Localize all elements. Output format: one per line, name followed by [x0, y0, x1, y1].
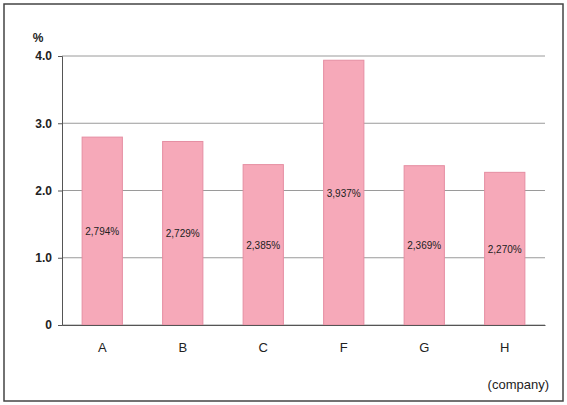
x-tick-label: G — [419, 340, 429, 355]
plot: 0 1.0 2.0 3.0 4.0 A B C F G H 2,794% 2,729% 2,385% 3,9… — [35, 49, 545, 355]
y-tick-label: 3.0 — [35, 117, 52, 131]
y-tick-label: 4.0 — [35, 49, 52, 63]
y-tick: 2.0 — [35, 184, 62, 198]
y-tick-mark — [58, 123, 62, 124]
x-tick: A — [98, 325, 107, 355]
data-label: 2,369% — [407, 240, 441, 251]
bar — [324, 60, 364, 325]
data-label: 2,270% — [488, 244, 522, 255]
y-tick-mark — [58, 56, 62, 57]
y-tick: 1.0 — [35, 251, 62, 265]
data-label: 2,729% — [166, 228, 200, 239]
x-tick: H — [500, 325, 509, 355]
grid-line — [62, 257, 545, 258]
bar — [163, 141, 203, 325]
x-axis-line — [63, 325, 546, 326]
y-tick-mark — [58, 191, 62, 192]
bar — [485, 172, 525, 325]
y-axis: 0 1.0 2.0 3.0 4.0 — [35, 49, 62, 332]
bars — [82, 60, 525, 325]
grid-line — [62, 123, 545, 124]
x-tick-label: H — [500, 340, 509, 355]
y-tick-label: 0 — [45, 318, 52, 332]
y-tick: 4.0 — [35, 49, 62, 63]
x-tick: F — [340, 325, 348, 355]
y-tick-mark — [58, 258, 62, 259]
data-label: 3,937% — [327, 188, 361, 199]
x-tick: G — [419, 325, 429, 355]
x-axis: ABCFGH — [63, 325, 546, 355]
x-tick: B — [178, 325, 187, 355]
frame — [4, 4, 563, 401]
y-tick-mark — [58, 325, 62, 326]
grid-line — [62, 190, 545, 191]
grid-line — [62, 56, 545, 57]
x-axis-title: (company) — [488, 377, 549, 392]
data-label: 2,385% — [246, 240, 280, 251]
y-tick-label: 2.0 — [35, 184, 52, 198]
y-axis-title: % — [33, 31, 44, 45]
x-tick: C — [259, 325, 268, 355]
y-tick: 3.0 — [35, 117, 62, 131]
grid-line — [62, 325, 545, 326]
x-tick-label: B — [178, 340, 187, 355]
x-tick-label: A — [98, 340, 107, 355]
grid — [62, 56, 545, 325]
y-tick: 0 — [45, 318, 62, 332]
x-tick-label: F — [340, 340, 348, 355]
y-axis-line — [58, 57, 63, 326]
data-label: 2,794% — [85, 226, 119, 237]
x-tick-label: C — [259, 340, 268, 355]
bar — [404, 166, 444, 325]
y-tick-label: 1.0 — [35, 251, 52, 265]
bar — [82, 137, 122, 325]
bar — [243, 165, 283, 325]
data-labels: 2,794% 2,729% 2,385% 3,937% 2,369% 2,270% — [85, 188, 522, 255]
